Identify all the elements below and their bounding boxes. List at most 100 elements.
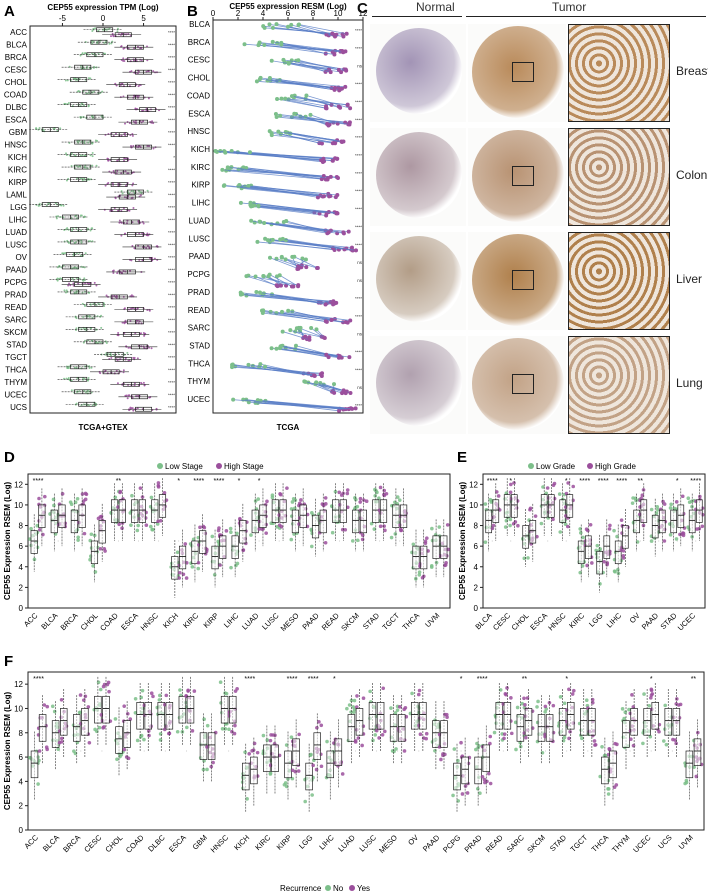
panel-d-point	[181, 572, 186, 577]
panel-f-point	[371, 738, 375, 743]
panel-b-tumor-point	[330, 31, 335, 36]
panel-f-point	[452, 747, 457, 751]
panel-f-box	[622, 720, 630, 748]
panel-a-significance: ****	[168, 80, 175, 85]
panel-a-point	[82, 315, 85, 318]
panel-f-point	[641, 741, 645, 746]
panel-d-point	[358, 496, 363, 501]
panel-d-box	[231, 535, 239, 559]
panel-e-legend-marker	[528, 463, 534, 469]
panel-f-category-label: READ	[484, 833, 506, 855]
panel-f-box	[537, 714, 546, 742]
panel-e-point	[649, 507, 654, 512]
panel-d-point	[113, 495, 118, 500]
panel-a-point	[110, 356, 113, 359]
panel-a-significance: ****	[168, 193, 175, 198]
panel-f-significance: ****	[308, 676, 319, 683]
panel-b-normal-point	[246, 184, 251, 189]
panel-a-category-label: ACC	[10, 28, 27, 37]
panel-b-category-label: THYM	[187, 377, 210, 386]
panel-f-box	[643, 708, 651, 736]
panel-f-box	[368, 702, 377, 730]
panel-b-tumor-point	[322, 336, 327, 341]
panel-b-normal-point	[244, 274, 249, 279]
panel-f-point	[158, 738, 163, 742]
panel-b-significance: ****	[355, 46, 362, 51]
panel-b-tumor-point	[354, 248, 359, 253]
panel-e-category-label: LIHC	[605, 611, 624, 630]
normal-header-rule	[372, 16, 462, 17]
panel-b-pair-line	[295, 331, 325, 339]
panel-e-category-label: ESCA	[528, 611, 549, 632]
panel-f-point	[290, 768, 295, 773]
panel-f-point	[205, 723, 210, 728]
panel-f-point	[631, 743, 636, 748]
panel-b-tumor-point	[324, 352, 329, 357]
panel-d-point	[76, 535, 80, 540]
panel-a-category-label: SKCM	[4, 328, 27, 337]
panel-b-tumor-point	[347, 122, 352, 127]
panel-e-category-label: PAAD	[640, 611, 661, 632]
panel-a-significance: *	[173, 155, 175, 160]
panel-f-point	[373, 733, 378, 737]
panel-f-point	[650, 692, 655, 696]
panel-e-ylabel: CEP55 Expression RSEM (Log)	[458, 482, 467, 601]
panel-e-significance: ****	[579, 478, 590, 485]
panel-e-point	[616, 567, 620, 572]
panel-a-point	[142, 120, 145, 123]
panel-a-point	[134, 332, 137, 335]
panel-e-significance: *	[676, 478, 679, 485]
panel-b-tumor-point	[329, 317, 334, 322]
panel-f-grid-dot	[101, 750, 103, 752]
panel-e-category-label: HNSC	[546, 611, 568, 633]
panel-f-point	[474, 747, 478, 752]
panel-f-point	[87, 741, 92, 745]
panel-e-point	[662, 539, 667, 543]
panel-f-point	[265, 738, 270, 742]
panel-d-point	[51, 497, 56, 502]
panel-f-point	[268, 738, 273, 743]
panel-e-point	[695, 527, 699, 531]
panel-d-point	[417, 573, 422, 577]
panel-f-category-label: UVM	[677, 833, 695, 851]
panel-f-point	[133, 711, 138, 715]
panel-a-point	[38, 127, 41, 130]
panel-e-legend-label: High Grade	[595, 462, 636, 471]
panel-f-point	[675, 697, 679, 701]
panel-f-point	[233, 689, 238, 693]
panel-a-point	[129, 320, 132, 323]
panel-f-box	[102, 695, 110, 724]
panel-d-point	[93, 570, 98, 574]
panel-a-point	[132, 206, 135, 209]
panel-e-box	[485, 509, 493, 534]
panel-b-significance: ns	[357, 332, 363, 337]
tumor-zoom-image	[568, 24, 670, 122]
panel-d-box	[352, 509, 360, 534]
panel-d-point	[310, 510, 314, 515]
panel-a-point	[91, 42, 94, 45]
panel-e-grid-dot	[565, 540, 567, 542]
panel-b-tumor-point	[295, 266, 300, 271]
panel-f-box	[263, 744, 271, 773]
panel-a-point	[84, 391, 87, 394]
panel-d-point	[323, 540, 328, 545]
panel-f-point	[567, 687, 571, 692]
panel-a-point	[97, 29, 100, 32]
panel-f-significance: *	[460, 676, 463, 683]
panel-a-point	[129, 308, 132, 311]
panel-f-point	[351, 710, 356, 714]
panel-d-box	[98, 520, 106, 544]
panel-e-point	[619, 518, 624, 522]
panel-a-point	[122, 369, 125, 372]
panel-a-point	[79, 154, 82, 157]
panel-a-point	[122, 57, 125, 60]
panel-b-normal-point	[280, 236, 285, 241]
panel-f-point	[297, 732, 301, 737]
panel-f-box	[123, 720, 131, 748]
panel-f-box	[419, 702, 427, 730]
panel-d-point	[118, 490, 122, 495]
panel-d-grid-dot	[57, 540, 59, 542]
panel-d-point	[292, 532, 296, 536]
panel-b-tumor-point	[343, 320, 348, 325]
panel-d-point	[218, 563, 222, 567]
